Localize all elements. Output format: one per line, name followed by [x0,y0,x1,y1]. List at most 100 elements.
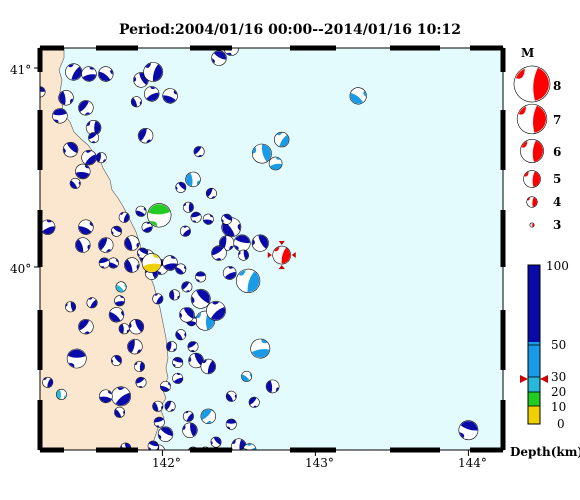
earthquake-beachball [143,62,164,82]
earthquake-beachball [88,132,100,144]
earthquake-beachball [190,288,211,309]
earthquake-beachball [241,370,253,382]
earthquake-beachball [211,50,227,66]
earthquake-beachball [160,380,171,392]
earthquake-beachball [274,131,290,148]
lat-label-40: 40° [10,262,31,276]
earthquake-beachball [86,297,98,309]
main-event-pointer [278,241,285,246]
earthquake-beachball [187,341,199,353]
earthquake-beachball [182,422,198,438]
earthquake-beachball [107,257,119,269]
earthquake-beachball [135,205,147,217]
earthquake-beachball [114,295,126,307]
depth-band-shallow-green [528,392,540,406]
earthquake-beachball [108,307,125,323]
earthquake-beachball [179,225,191,237]
earthquake-beachball [458,420,479,441]
earthquake-beachball [172,372,184,384]
main-event-beachball [272,245,292,265]
earthquake-beachball [202,213,214,225]
earthquake-beachball [225,390,237,402]
earthquake-beachball [111,225,122,237]
earthquake-beachball [157,426,174,442]
earthquake-beachball [78,100,94,116]
depth-label-0: 0 [557,417,565,431]
earthquake-beachball [127,338,143,355]
main-event-marker [267,241,296,270]
earthquake-beachball [98,66,114,82]
earthquake-beachball [98,257,110,269]
earthquake-beachball [111,386,131,407]
earthquake-beachball [233,234,251,252]
earthquake-beachball [66,348,87,369]
mag-label-7: 7 [553,113,561,127]
earthquake-beachball [172,357,184,368]
earthquake-beachball [211,245,227,261]
earthquake-beachball [98,389,113,404]
earthquake-beachball [137,127,154,144]
depth-unit-label: Depth(km) [510,445,580,459]
lon-label-142: 142° [152,456,181,470]
earthquake-beachball [268,156,283,171]
earthquake-beachball [95,152,107,164]
earthquake-beachball [182,410,194,422]
earthquake-beachball [135,376,147,388]
earthquake-beachball [162,255,178,271]
earthquake-beachball [58,90,74,106]
earthquake-beachball [222,266,237,280]
earthquake-beachball [248,396,260,408]
earthquake-beachball [20,45,35,60]
map-border-ticks [34,45,506,456]
earthquake-beachball [75,237,91,253]
earthquake-beachball [179,307,195,323]
magnitude-legend: M 8 7 6 5 4 3 [513,46,561,232]
earthquake-beachball [166,341,178,353]
depth-label-10: 10 [551,400,566,414]
magnitude-legend-ball-6 [520,139,544,163]
depth-marker-arrows [520,375,548,383]
earthquake-beachball [65,63,83,81]
earthquake-beachball [169,289,181,301]
magnitude-legend-ball-3 [529,222,535,228]
magnitude-legend-ball-7 [516,103,548,135]
depth-band-mid [528,342,540,377]
earthquake-beachball [164,400,176,412]
earthquake-beachball [130,96,142,108]
earthquake-beachball [115,281,127,293]
earthquake-beachball [81,66,97,82]
depth-color-scale: 100 50 30 20 10 0 Depth(km) [510,259,580,459]
coordinate-labels: 41° 40° 142° 143° 144° [10,63,487,470]
earthquake-beachball [143,86,160,102]
earthquake-beachball [225,418,237,430]
lon-label-144: 144° [458,456,487,470]
earthquake-beachball [52,108,68,124]
magnitude-legend-ball-5 [523,170,541,188]
depth-label-50: 50 [551,338,566,352]
magnitude-legend-ball-8 [513,65,551,103]
earthquake-beachball [118,323,130,335]
earthquake-beachball [81,149,97,166]
earthquake-beachball [152,400,164,412]
depth-band-deep [528,265,540,342]
earthquake-beachball [185,171,201,188]
depth-marker-left [520,375,528,383]
mag-label-5: 5 [553,172,561,186]
earthquake-beachball [210,436,222,448]
earthquake-beachball [17,200,32,215]
earthquake-beachball [251,143,272,164]
earthquake-beachball [182,201,194,213]
earthquake-beachball [152,293,164,305]
mag-label-6: 6 [553,145,561,159]
map-title: Period:2004/01/16 00:00--2014/01/16 10:1… [119,22,461,38]
magnitude-legend-ball-4 [526,196,538,208]
earthquake-beachball [78,319,94,335]
depth-scale-frame [527,264,541,425]
depth-band-shallow-yellow [528,406,540,424]
earthquake-beachball [195,271,207,283]
earthquake-beachball [42,376,54,388]
earthquake-beachball [175,263,187,275]
earthquake-beachball [236,268,261,293]
mag-label-3: 3 [553,218,561,232]
